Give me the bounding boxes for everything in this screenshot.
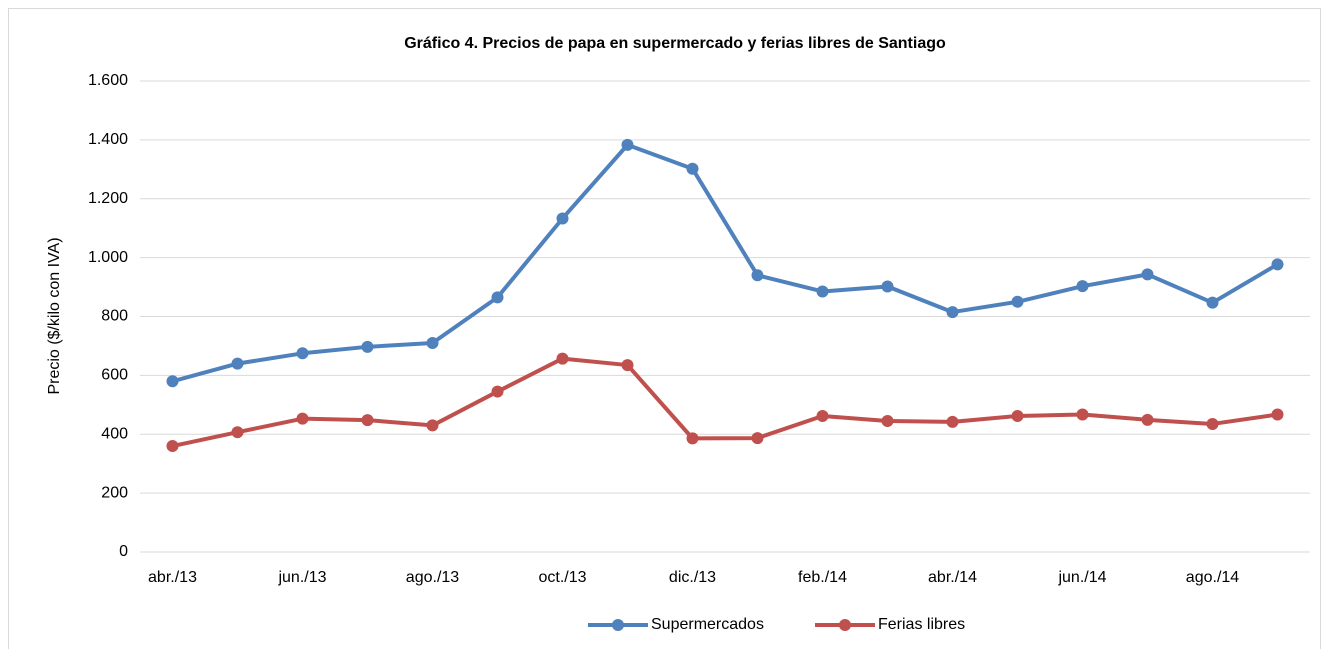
data-point	[231, 426, 244, 439]
x-tick-label: jun./13	[277, 569, 326, 586]
data-point	[491, 291, 504, 304]
y-tick-label: 800	[101, 308, 128, 325]
x-tick-label: abr./14	[928, 569, 977, 586]
chart-frame	[8, 8, 1321, 649]
data-point	[556, 352, 569, 365]
data-point	[686, 162, 699, 175]
data-point	[1076, 408, 1089, 421]
legend-marker	[612, 619, 624, 631]
data-point	[751, 269, 764, 282]
y-axis-label: Precio ($/kilo con IVA)	[46, 237, 63, 394]
data-point	[361, 340, 374, 353]
x-tick-label: abr./13	[148, 569, 197, 586]
data-point	[946, 415, 959, 428]
data-point	[881, 280, 894, 293]
data-point	[1206, 296, 1219, 309]
y-tick-label: 1.400	[88, 131, 128, 148]
data-point	[816, 285, 829, 298]
data-point	[296, 347, 309, 360]
x-tick-label: jun./14	[1057, 569, 1106, 586]
x-tick-label: feb./14	[798, 569, 847, 586]
data-point	[426, 419, 439, 432]
x-tick-label: ago./14	[1186, 569, 1239, 586]
data-point	[361, 414, 374, 427]
data-point	[621, 359, 634, 372]
data-point	[491, 385, 504, 398]
data-point	[231, 357, 244, 370]
y-tick-label: 200	[101, 484, 128, 501]
y-tick-label: 1.600	[88, 72, 128, 89]
data-point	[1206, 417, 1219, 430]
data-point	[1011, 295, 1024, 308]
data-point	[166, 375, 179, 388]
x-tick-label: oct./13	[538, 569, 586, 586]
data-point	[166, 440, 179, 453]
data-point	[1271, 258, 1284, 271]
data-point	[1271, 408, 1284, 421]
data-point	[426, 336, 439, 349]
data-point	[1011, 409, 1024, 422]
data-point	[686, 432, 699, 445]
legend-marker	[839, 619, 851, 631]
x-tick-label: dic./13	[669, 569, 716, 586]
data-point	[296, 412, 309, 425]
y-tick-label: 600	[101, 367, 128, 384]
y-tick-label: 400	[101, 425, 128, 442]
data-point	[1141, 268, 1154, 281]
legend-label: Ferias libres	[878, 616, 965, 633]
data-point	[556, 212, 569, 225]
data-point	[1076, 280, 1089, 293]
chart-title: Gráfico 4. Precios de papa en supermerca…	[404, 35, 946, 52]
y-tick-label: 1.200	[88, 190, 128, 207]
data-point	[1141, 413, 1154, 426]
data-point	[751, 432, 764, 445]
data-point	[621, 138, 634, 151]
series-line	[171, 142, 1279, 384]
legend-label: Supermercados	[651, 616, 764, 633]
series-line	[172, 356, 1278, 448]
y-tick-label: 0	[119, 543, 128, 560]
x-tick-label: ago./13	[406, 569, 459, 586]
y-tick-label: 1.000	[88, 249, 128, 266]
data-point	[881, 415, 894, 428]
data-point	[816, 409, 829, 422]
data-point	[946, 306, 959, 319]
